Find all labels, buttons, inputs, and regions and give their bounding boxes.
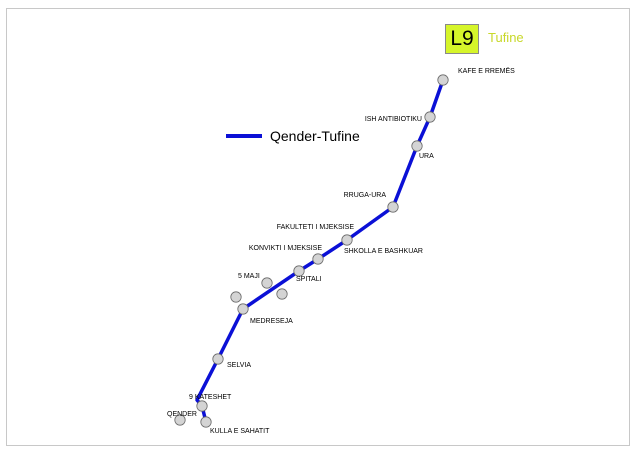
stop-marker: [411, 140, 423, 152]
stop-label: QENDER: [167, 411, 197, 418]
legend: Qender-Tufine: [226, 128, 360, 144]
stop-marker: [237, 303, 249, 315]
stops-layer: KAFE E RREMËS ISH ANTIBIOTIKU URA RRUGA-URA…: [167, 67, 515, 435]
stop-label: SELVIA: [227, 362, 251, 369]
stop-marker: [293, 265, 305, 277]
stop-marker: [387, 201, 399, 213]
stop-label: SPITALI: [296, 276, 322, 283]
stop-label: 9 KATESHET: [189, 394, 232, 401]
stop-marker: [424, 111, 436, 123]
stop-marker: [230, 291, 242, 303]
stop-label: KONVIKTI I MJEKSISE: [249, 245, 322, 252]
stop-marker: [276, 288, 288, 300]
stop-label: 5 MAJI: [238, 273, 260, 280]
destination-label: Tufine: [488, 30, 524, 45]
stop-label: SHKOLLA E BASHKUAR: [344, 248, 423, 255]
stop-label: KULLA E SAHATIT: [210, 428, 270, 435]
legend-label: Qender-Tufine: [270, 128, 360, 144]
stop-marker: [341, 234, 353, 246]
stop-label: ISH ANTIBIOTIKU: [365, 116, 422, 123]
stop-marker: [312, 253, 324, 265]
map-frame: [6, 8, 630, 446]
stop-label: URA: [419, 153, 434, 160]
stop-marker: [174, 414, 186, 426]
stop-marker: [261, 277, 273, 289]
legend-line-swatch: [226, 134, 262, 138]
stop-label: KAFE E RREMËS: [458, 67, 515, 75]
stop-marker: [212, 353, 224, 365]
stop-label: MEDRESEJA: [250, 318, 293, 325]
stop-marker: [437, 74, 449, 86]
stop-label: RRUGA-URA: [344, 192, 387, 199]
stop-marker: [196, 400, 208, 412]
line-badge: L9: [445, 24, 479, 54]
stop-marker: [200, 416, 212, 428]
stop-label: FAKULTETI I MJEKSISE: [277, 224, 355, 231]
